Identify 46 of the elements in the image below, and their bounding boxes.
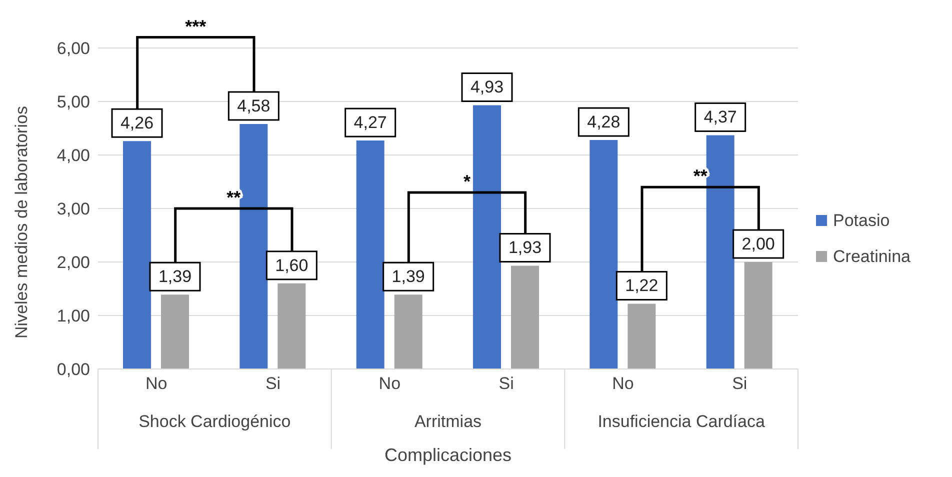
text: *** [185, 16, 206, 36]
data-label: 4,37 [704, 108, 737, 127]
y-tick-label: 1,00 [56, 306, 90, 326]
bar [473, 105, 501, 369]
bar [356, 140, 384, 369]
data-label: 1,60 [275, 256, 308, 275]
legend-label: Creatinina [833, 246, 910, 266]
bar [161, 294, 189, 369]
x-tick-label: Si [732, 374, 748, 394]
text: Arritmias [414, 412, 482, 431]
data-label: 1,39 [392, 267, 425, 286]
bar [706, 135, 734, 369]
text: Insuficiencia Cardíaca [598, 412, 766, 431]
data-label: 4,28 [587, 112, 620, 132]
y-tick-label: 3,00 [56, 200, 90, 219]
data-label: 1,93 [508, 238, 542, 258]
y-tick-label: 6,00 [56, 39, 90, 58]
data-label: 4,93 [470, 78, 504, 97]
x-tick-label: Si [265, 374, 281, 394]
data-label: 4,58 [237, 96, 270, 116]
data-label: 4,27 [354, 113, 387, 132]
y-tick-label: 0,00 [56, 360, 90, 380]
legend-label: Potasio [833, 210, 890, 230]
y-tick-label: 2,00 [56, 253, 90, 272]
x-tick-label: No [145, 374, 168, 394]
data-label: 1,22 [625, 276, 658, 296]
text: Shock Cardiogénico [138, 412, 291, 431]
data-label: 1,39 [158, 267, 192, 286]
bar [394, 294, 422, 369]
bar [744, 262, 772, 369]
bar [628, 304, 656, 369]
x-tick-label: No [378, 374, 401, 394]
bar [240, 124, 268, 369]
bar [278, 283, 306, 369]
data-label: 4,26 [120, 114, 154, 133]
y-tick-label: 5,00 [56, 92, 90, 112]
annotation: * [463, 171, 471, 192]
data-label: 2,00 [742, 234, 775, 254]
y-axis-title: Niveles medios de laboratorios [12, 106, 32, 338]
x-tick-label: Si [498, 374, 514, 394]
y-tick-label: 4,00 [56, 146, 90, 166]
bar [590, 140, 618, 369]
bar [123, 141, 151, 369]
bar [511, 266, 539, 369]
x-tick-label: No [612, 374, 634, 394]
x-axis-title: Complicaciones [384, 445, 512, 465]
